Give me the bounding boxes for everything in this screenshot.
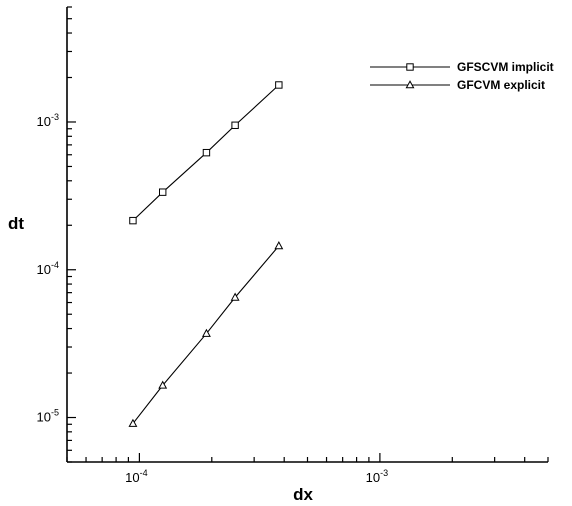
y-axis-tick-labels: 10-510-410-3 [37,112,59,425]
y-axis-title: dt [8,214,24,233]
y-tick-label-exponent: -5 [51,408,59,418]
x-axis-ticks [67,453,548,462]
y-tick-label: 10-4 [37,260,59,277]
x-axis-tick-labels: 10-4 10-3 [125,468,388,485]
y-tick-label-exponent: -4 [51,260,59,270]
x-axis-title: dx [293,485,313,504]
legend-label: GFSCVM implicit [457,60,554,74]
legend: GFSCVM implicit GFCVM explicit [370,60,554,92]
legend-marker [407,64,413,70]
x-tick-label-exponent: -4 [140,468,148,478]
x-tick-label-exponent: -3 [380,468,388,478]
y-tick-label-base: 10 [37,262,51,277]
axes [67,7,548,462]
data-point [276,82,282,88]
data-point [160,189,166,195]
y-tick-label-base: 10 [37,410,51,425]
x-tick-label-base: 10 [366,470,380,485]
data-point [275,242,282,249]
y-axis-ticks [67,7,76,462]
legend-label: GFCVM explicit [457,78,545,92]
y-tick-label-exponent: -3 [51,112,59,122]
data-point [232,122,238,128]
y-tick-label: 10-5 [37,408,59,425]
legend-entry: GFSCVM implicit [370,60,554,74]
data-point [130,217,136,223]
y-tick-label: 10-3 [37,112,59,129]
x-tick-label: 10-3 [366,468,388,485]
data-point [203,149,209,155]
y-tick-label-base: 10 [37,114,51,129]
x-tick-label: 10-4 [125,468,147,485]
series-layer [129,82,282,427]
series-2 [129,242,282,426]
x-tick-label-base: 10 [125,470,139,485]
series-1 [130,82,282,224]
legend-entry: GFCVM explicit [370,78,545,92]
